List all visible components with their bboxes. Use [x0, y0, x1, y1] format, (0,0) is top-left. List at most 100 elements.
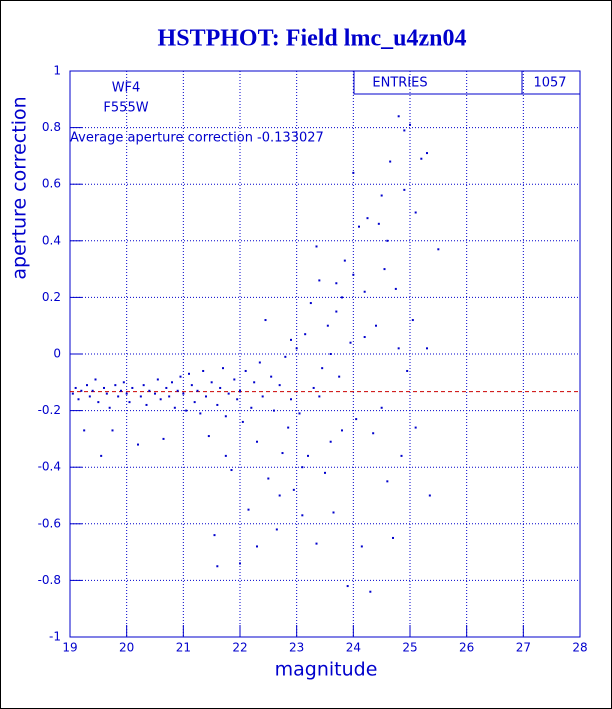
point: [301, 514, 304, 517]
point: [173, 406, 176, 409]
point: [380, 194, 383, 197]
point: [88, 395, 91, 398]
point: [292, 488, 295, 491]
point: [321, 367, 324, 370]
point: [111, 429, 114, 432]
point: [397, 115, 400, 118]
point: [287, 426, 290, 429]
point: [403, 188, 406, 191]
point: [377, 222, 380, 225]
x-tick-label: 20: [119, 641, 134, 655]
point: [278, 384, 281, 387]
point: [341, 429, 343, 432]
point: [352, 171, 355, 174]
point: [270, 375, 273, 378]
point: [122, 381, 125, 384]
point: [77, 398, 80, 401]
point: [145, 403, 148, 406]
x-tick-label: 21: [176, 641, 191, 655]
point: [406, 369, 409, 372]
point: [315, 542, 318, 545]
point: [267, 477, 270, 480]
point: [224, 454, 227, 457]
y-axis-label: aperture correction: [9, 96, 31, 279]
point: [392, 536, 394, 539]
point: [386, 480, 389, 483]
point: [366, 217, 369, 220]
point: [329, 353, 332, 355]
point: [114, 384, 117, 387]
point: [128, 401, 131, 404]
point: [125, 392, 128, 395]
point: [74, 386, 77, 389]
point: [213, 534, 216, 537]
point: [156, 378, 159, 381]
point: [264, 319, 267, 322]
y-tick-label: -0.6: [38, 516, 61, 530]
point: [397, 347, 400, 350]
point: [372, 432, 375, 435]
point: [171, 381, 173, 384]
point: [80, 389, 83, 392]
point: [190, 384, 193, 387]
point: [233, 378, 236, 381]
x-tick-label: 19: [62, 641, 77, 655]
point: [256, 545, 258, 548]
point: [315, 245, 318, 248]
point: [196, 389, 199, 392]
point: [142, 384, 145, 387]
point: [202, 369, 205, 372]
point: [375, 324, 377, 327]
y-tick-label: -0.8: [38, 573, 61, 587]
point: [414, 211, 417, 214]
y-tick-label: 0.6: [42, 177, 61, 191]
point: [216, 403, 219, 406]
point: [383, 268, 386, 271]
point: [176, 389, 179, 392]
point: [281, 452, 284, 455]
point: [258, 361, 261, 364]
point: [193, 401, 196, 404]
point: [343, 259, 346, 262]
point: [349, 341, 352, 344]
point: [117, 395, 120, 398]
point: [380, 406, 383, 409]
point: [241, 420, 244, 423]
point: [137, 443, 139, 446]
stats-value: 1057: [533, 76, 566, 91]
point: [341, 296, 343, 299]
point: [295, 347, 298, 350]
point: [148, 389, 151, 392]
y-tick-label: 0.4: [42, 233, 61, 247]
point: [239, 562, 241, 565]
x-tick-label: 24: [346, 641, 361, 655]
point: [411, 319, 414, 322]
point: [273, 409, 275, 412]
point: [71, 392, 74, 395]
x-tick-label: 25: [402, 641, 417, 655]
point: [168, 395, 171, 398]
point: [199, 412, 202, 415]
point: [97, 401, 100, 404]
point: [154, 392, 156, 395]
y-tick-label: -0.2: [38, 403, 61, 417]
point: [389, 160, 392, 163]
y-tick-label: 0.8: [42, 120, 61, 134]
point: [247, 508, 250, 511]
y-tick-label: 0.2: [42, 290, 61, 304]
point: [224, 415, 227, 418]
point: [358, 225, 360, 228]
point: [403, 129, 406, 132]
point: [236, 398, 239, 401]
point: [409, 123, 411, 126]
point: [94, 378, 97, 381]
point: [91, 389, 94, 392]
point: [261, 395, 264, 398]
point: [318, 395, 321, 398]
x-tick-label: 26: [459, 641, 474, 655]
x-tick-label: 28: [572, 641, 587, 655]
point: [346, 585, 349, 588]
point: [420, 157, 423, 160]
